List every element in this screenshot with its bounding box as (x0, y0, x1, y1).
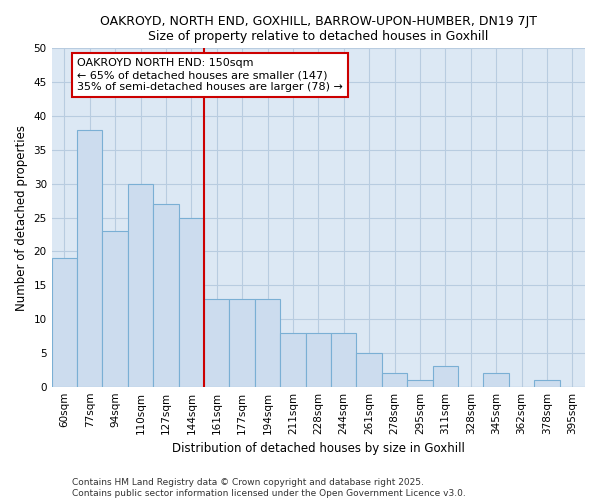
Bar (128, 184, 153, 386)
Bar (179, 218, 204, 386)
Bar (280, 332, 305, 386)
Bar (356, 353, 382, 386)
Text: Contains HM Land Registry data © Crown copyright and database right 2025.
Contai: Contains HM Land Registry data © Crown c… (72, 478, 466, 498)
Bar (77, 130, 103, 386)
Bar (229, 298, 255, 386)
Bar (382, 373, 407, 386)
Bar (255, 298, 280, 386)
Bar (484, 373, 509, 386)
Bar (433, 366, 458, 386)
Bar (407, 380, 433, 386)
Bar (534, 380, 560, 386)
Bar (52, 258, 77, 386)
Bar (305, 332, 331, 386)
X-axis label: Distribution of detached houses by size in Goxhill: Distribution of detached houses by size … (172, 442, 465, 455)
Title: OAKROYD, NORTH END, GOXHILL, BARROW-UPON-HUMBER, DN19 7JT
Size of property relat: OAKROYD, NORTH END, GOXHILL, BARROW-UPON… (100, 15, 537, 43)
Bar (103, 231, 128, 386)
Text: OAKROYD NORTH END: 150sqm
← 65% of detached houses are smaller (147)
35% of semi: OAKROYD NORTH END: 150sqm ← 65% of detac… (77, 58, 343, 92)
Bar (204, 298, 229, 386)
Bar (331, 332, 356, 386)
Y-axis label: Number of detached properties: Number of detached properties (15, 124, 28, 310)
Bar (153, 204, 179, 386)
